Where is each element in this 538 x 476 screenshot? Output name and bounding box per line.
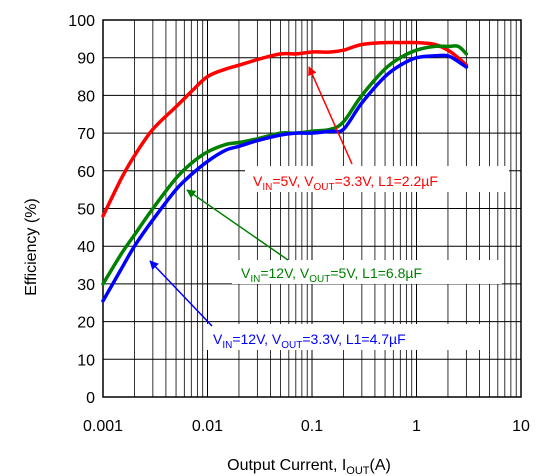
y-tick-label: 20 [77,315,95,332]
annotation-box-1 [232,260,502,284]
annotation-box-2 [207,324,485,350]
y-tick-label: 100 [68,13,95,30]
x-axis-title-main: Output Current, I [227,457,346,474]
tick-labels: 0 10 20 30 40 50 60 70 80 90 100 0.001 0.01 0.1 1 10 [68,13,530,435]
y-tick-label: 60 [77,164,95,181]
x-tick-label: 10 [512,418,530,435]
y-tick-label: 30 [77,277,95,294]
x-axis-title-tail: (A) [370,457,391,474]
x-axis-title: Output Current, IOUT(A) [227,457,391,476]
x-tick-label: 0.001 [83,418,123,435]
x-tick-label: 0.1 [301,418,323,435]
y-tick-label: 0 [86,390,95,407]
series-line-2 [101,53,469,303]
annotations: VIN=5V, VOUT=3.3V, L1=2.2µF VIN=12V, VOUT… [149,66,509,351]
y-tick-label: 70 [77,126,95,143]
y-tick-label: 80 [77,88,95,105]
y-tick-label: 10 [77,352,95,369]
x-tick-label: 1 [412,418,421,435]
y-tick-label: 40 [77,239,95,256]
annotation-box-0 [245,166,509,192]
x-axis-title-sub: OUT [346,465,370,476]
annotation-arrow-0 [308,66,353,165]
annotation-arrow-2 [149,260,213,327]
annotation-label-2: VIN=12V, VOUT=3.3V, L1=4.7µF [213,331,406,351]
annotation-arrow-1 [186,189,289,261]
y-tick-label: 90 [77,51,95,68]
y-axis-title: Efficiency (%) [23,198,40,296]
annotation-label-0: VIN=5V, VOUT=3.3V, L1=2.2µF [253,173,438,193]
series-layer [101,40,469,303]
series-line-0 [101,40,469,218]
annotation-label-1: VIN=12V, VOUT=5V, L1=6.8µF [241,265,422,285]
x-tick-label: 0.01 [192,418,223,435]
plot-frame [102,19,522,398]
y-tick-label: 50 [77,202,95,219]
